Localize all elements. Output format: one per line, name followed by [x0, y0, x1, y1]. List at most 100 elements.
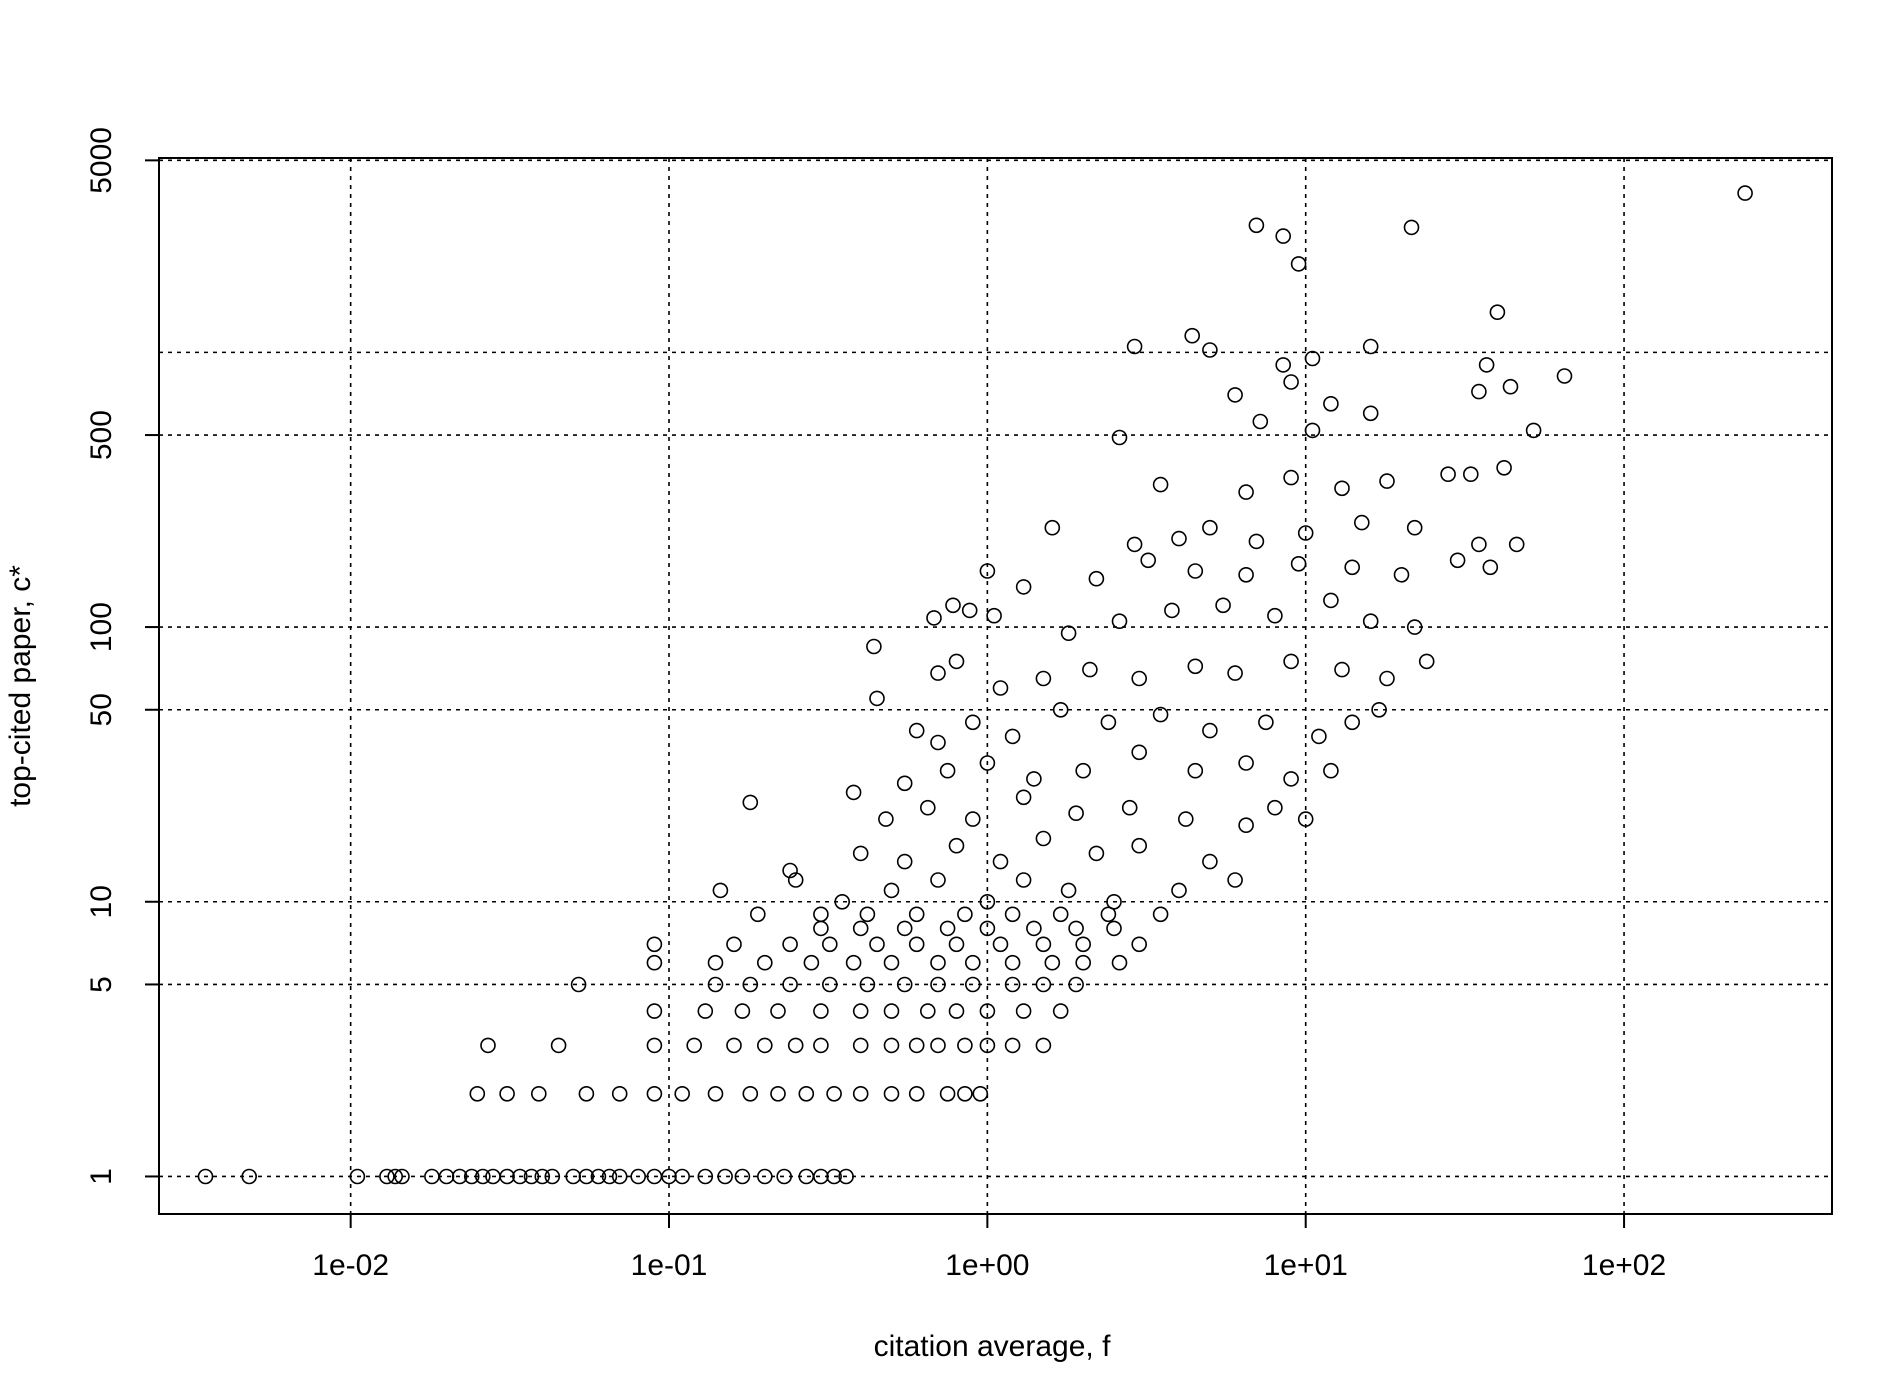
- x-tick-label: 1e+00: [945, 1249, 1029, 1282]
- data-point: [852, 1086, 869, 1102]
- data-point: [1121, 799, 1138, 816]
- data-point: [1004, 954, 1021, 971]
- data-point: [1354, 514, 1370, 531]
- data-point: [859, 976, 876, 993]
- data-point: [1088, 845, 1105, 862]
- data-point: [926, 610, 942, 626]
- data-point: [1126, 338, 1143, 355]
- data-point: [930, 954, 946, 971]
- data-point: [1178, 811, 1194, 827]
- data-point: [1508, 536, 1525, 553]
- data-point: [1418, 653, 1435, 670]
- data-point: [1111, 429, 1128, 446]
- data-point: [474, 1168, 491, 1185]
- data-point: [749, 906, 766, 923]
- data-point: [1449, 552, 1466, 569]
- data-point: [782, 936, 798, 953]
- data-point: [979, 893, 996, 910]
- data-point: [1323, 395, 1339, 412]
- data-point: [590, 1168, 607, 1185]
- data-point: [1106, 893, 1122, 910]
- data-point: [1052, 906, 1069, 923]
- data-point: [1248, 533, 1265, 550]
- y-tick-label: 100: [85, 602, 118, 652]
- data-point: [1088, 570, 1105, 587]
- data-point: [717, 1168, 733, 1185]
- data-point: [1187, 563, 1204, 579]
- data-point: [919, 799, 936, 816]
- data-point: [707, 954, 724, 971]
- data-point: [770, 1086, 786, 1102]
- x-axis-label: citation average, f: [874, 1330, 1111, 1363]
- data-point: [1283, 771, 1299, 787]
- data-point: [1068, 805, 1084, 822]
- data-point: [630, 1168, 647, 1185]
- data-point: [1126, 536, 1143, 553]
- data-point: [1238, 817, 1254, 834]
- data-point: [1502, 378, 1519, 395]
- data-point: [742, 1086, 759, 1102]
- data-point: [1463, 466, 1479, 483]
- data-point: [930, 665, 946, 681]
- data-point: [1171, 882, 1187, 899]
- data-point: [1311, 728, 1327, 745]
- data-point: [534, 1168, 551, 1185]
- data-point: [1152, 906, 1169, 923]
- data-point: [908, 1037, 925, 1054]
- data-point: [908, 722, 925, 739]
- data-point: [1344, 714, 1360, 731]
- x-axis: 1e-02 1e-01 1e+00 1e+01 1e+02: [312, 1214, 1666, 1282]
- data-point: [1478, 357, 1495, 373]
- data-point: [1015, 872, 1032, 888]
- data-point: [463, 1168, 480, 1185]
- data-point: [1035, 670, 1052, 687]
- data-point: [1152, 476, 1169, 493]
- data-point: [674, 1168, 691, 1185]
- data-point: [1202, 519, 1218, 536]
- data-point: [726, 936, 742, 953]
- data-point: [734, 1003, 751, 1019]
- data-point: [798, 1086, 815, 1102]
- data-point: [852, 1003, 869, 1019]
- data-point: [646, 1086, 663, 1102]
- data-point: [961, 602, 978, 619]
- data-point: [646, 936, 663, 953]
- data-point: [1060, 882, 1077, 899]
- y-tick-label: 500: [85, 410, 118, 460]
- y-axis: 1 5 10 50 100 500 5000: [85, 127, 159, 1185]
- x-tick-label: 1e+01: [1264, 1249, 1348, 1282]
- data-point: [1334, 661, 1350, 678]
- data-point: [845, 954, 862, 971]
- data-point: [908, 906, 925, 923]
- data-point: [570, 976, 587, 993]
- data-point: [878, 811, 894, 827]
- data-point: [1187, 762, 1204, 779]
- data-point: [1471, 536, 1487, 553]
- data-point: [1015, 579, 1032, 595]
- data-point: [1403, 219, 1420, 236]
- data-point: [1026, 771, 1042, 787]
- data-point: [883, 1037, 900, 1054]
- data-point: [1026, 920, 1042, 937]
- data-point: [1267, 799, 1283, 816]
- data-point: [742, 794, 759, 811]
- data-point: [1075, 954, 1091, 971]
- data-point: [787, 1037, 804, 1054]
- data-point: [451, 1168, 468, 1185]
- data-point: [1297, 525, 1314, 541]
- data-point: [869, 936, 885, 953]
- data-point: [1227, 665, 1243, 681]
- data-point: [1297, 811, 1314, 827]
- data-point: [1362, 613, 1379, 630]
- data-point: [1082, 661, 1098, 678]
- data-point: [964, 811, 981, 827]
- data-point: [1044, 519, 1061, 536]
- data-point: [1283, 469, 1299, 486]
- data-point: [1267, 607, 1283, 624]
- data-point: [1227, 872, 1243, 888]
- data-point: [1111, 954, 1128, 971]
- data-point: [646, 954, 663, 971]
- data-point: [544, 1168, 561, 1185]
- data-point: [1131, 670, 1147, 687]
- data-point: [957, 906, 973, 923]
